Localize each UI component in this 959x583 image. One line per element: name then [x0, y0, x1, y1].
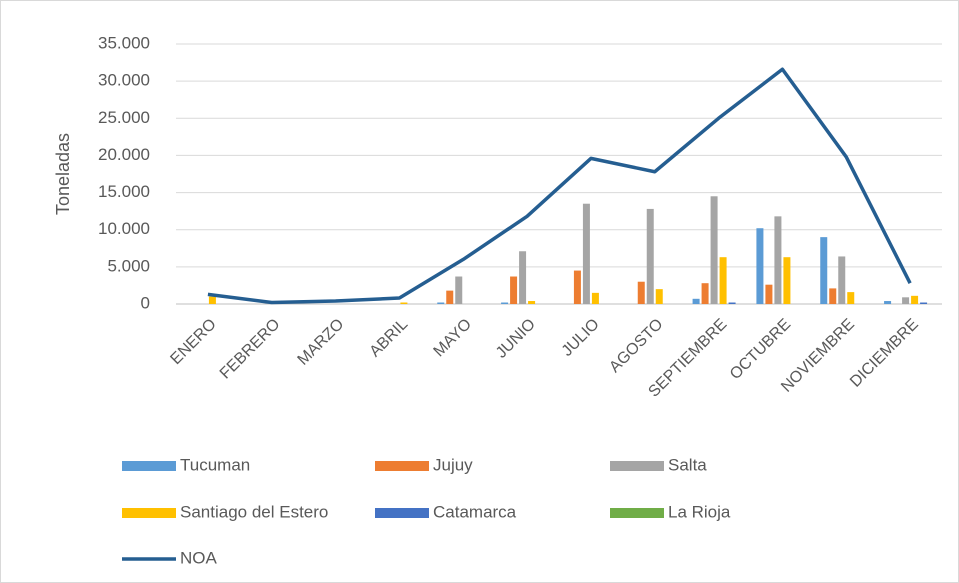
bar	[719, 257, 727, 304]
bar	[774, 216, 782, 304]
bar	[646, 208, 654, 304]
y-tick-label: 15.000	[98, 182, 150, 201]
bar	[829, 288, 837, 304]
legend-swatch	[610, 508, 664, 518]
y-tick-label: 0	[141, 293, 150, 312]
bar	[208, 296, 216, 304]
bar	[847, 292, 855, 304]
bar	[710, 196, 718, 304]
bar	[446, 290, 454, 304]
bar	[637, 281, 645, 304]
bar	[911, 295, 919, 304]
bar	[692, 298, 700, 304]
legend-label: Santiago del Estero	[180, 502, 328, 521]
legend-swatch	[375, 508, 429, 518]
y-tick-label: 25.000	[98, 108, 150, 127]
legend-swatch	[122, 461, 176, 471]
legend-label: Salta	[668, 455, 707, 474]
bar	[728, 302, 736, 304]
bar	[902, 297, 910, 304]
bar	[501, 302, 509, 304]
y-tick-label: 20.000	[98, 145, 150, 164]
bar	[920, 302, 928, 304]
bar	[655, 289, 663, 304]
bar	[582, 203, 590, 304]
legend-swatch	[122, 508, 176, 518]
y-tick-label: 30.000	[98, 71, 150, 90]
legend-label: Tucuman	[180, 455, 250, 474]
bar	[528, 301, 536, 304]
bar	[519, 251, 527, 304]
legend-label: Catamarca	[433, 502, 517, 521]
legend-label: NOA	[180, 548, 218, 567]
bar	[884, 301, 892, 304]
bar	[756, 228, 764, 304]
legend-swatch	[610, 461, 664, 471]
bar	[573, 270, 581, 304]
legend-label: La Rioja	[668, 502, 731, 521]
bar	[783, 257, 791, 304]
bar	[510, 276, 518, 304]
bar	[400, 302, 408, 304]
legend-swatch	[375, 461, 429, 471]
y-tick-label: 35.000	[98, 33, 150, 52]
bar	[455, 276, 463, 304]
bar	[701, 283, 709, 304]
y-axis-label: Toneladas	[53, 133, 73, 215]
line	[207, 67, 912, 305]
legend-label: Jujuy	[433, 455, 473, 474]
bar	[820, 237, 828, 304]
bar	[591, 292, 599, 304]
y-tick-label: 10.000	[98, 219, 150, 238]
bar	[437, 302, 445, 304]
bar	[838, 256, 846, 304]
bar	[765, 284, 773, 304]
y-tick-label: 5.000	[107, 256, 150, 275]
